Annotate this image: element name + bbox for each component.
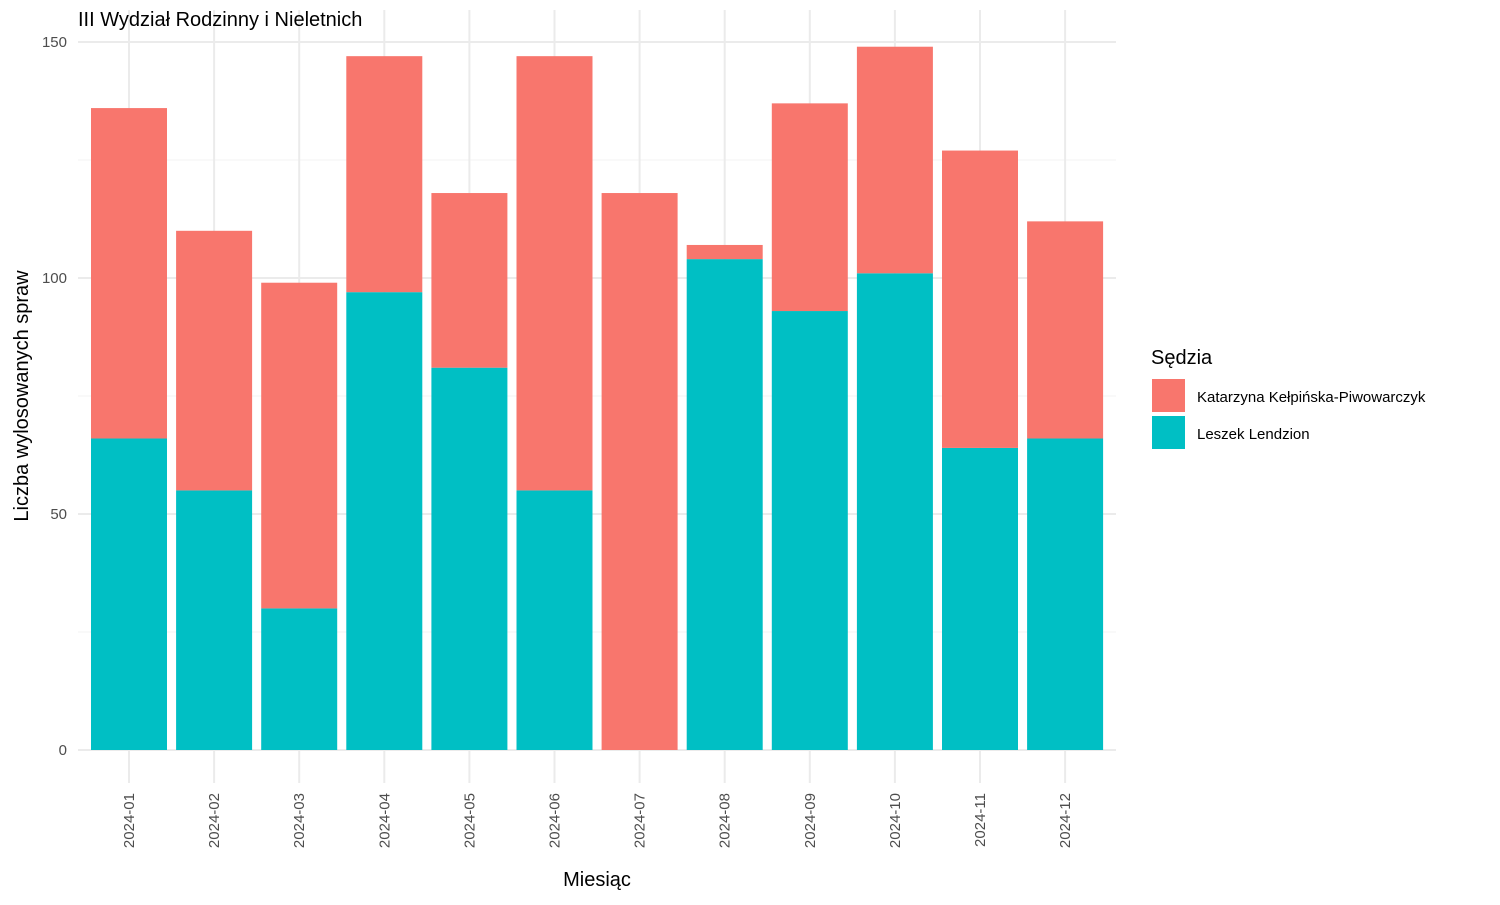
- bar-leszek-2024-06: [516, 490, 593, 750]
- legend-label-leszek: Leszek Lendzion: [1197, 426, 1310, 443]
- y-tick-label: 150: [42, 34, 67, 51]
- bar-leszek-2024-04: [346, 292, 423, 750]
- x-tick-label: 2024-06: [547, 793, 564, 848]
- legend-title: Sędzia: [1151, 347, 1213, 369]
- y-tick-label: 50: [50, 506, 67, 523]
- bar-katarzyna-2024-02: [176, 230, 253, 491]
- bar-leszek-2024-12: [1027, 438, 1104, 750]
- bar-katarzyna-2024-09: [771, 103, 848, 312]
- x-tick-label: 2024-11: [972, 793, 989, 847]
- x-tick-label: 2024-01: [121, 793, 138, 848]
- x-axis-ticks: 2024-01 2024-02 2024-03 2024-04 2024-05 2024-…: [121, 793, 1074, 848]
- bar-katarzyna-2024-05: [431, 193, 508, 368]
- bar-leszek-2024-05: [431, 367, 508, 750]
- x-tick-label: 2024-03: [291, 793, 308, 848]
- bar-katarzyna-2024-08: [686, 244, 763, 260]
- x-axis-title: Miesiąc: [563, 869, 631, 891]
- chart-title: III Wydział Rodzinny i Nieletnich: [78, 9, 362, 31]
- x-tick-label: 2024-07: [632, 793, 649, 848]
- x-tick-label: 2024-02: [206, 793, 223, 848]
- x-tick-label: 2024-04: [376, 793, 393, 848]
- y-tick-label: 100: [42, 270, 67, 287]
- bar-leszek-2024-11: [942, 447, 1018, 750]
- y-axis-title: Liczba wylosowanych spraw: [11, 270, 33, 522]
- bar-katarzyna-2024-10: [856, 46, 933, 274]
- legend: Sędzia Katarzyna Kełpińska-Piwowarczyk L…: [1151, 347, 1426, 449]
- bar-katarzyna-2024-06: [516, 56, 593, 491]
- bar-katarzyna-2024-03: [261, 282, 338, 609]
- y-axis-ticks: 0 50 100 150: [42, 34, 67, 759]
- legend-key-katarzyna: [1152, 379, 1185, 412]
- bar-leszek-2024-08: [686, 259, 763, 750]
- x-tick-label: 2024-10: [887, 793, 904, 848]
- legend-label-katarzyna: Katarzyna Kełpińska-Piwowarczyk: [1197, 389, 1426, 406]
- x-tick-label: 2024-05: [461, 793, 478, 848]
- y-tick-label: 0: [59, 742, 67, 759]
- x-tick-label: 2024-08: [717, 793, 734, 848]
- bar-leszek-2024-02: [176, 490, 253, 750]
- bar-leszek-2024-01: [91, 438, 167, 750]
- x-tick-label: 2024-12: [1057, 793, 1074, 848]
- legend-key-leszek: [1152, 416, 1185, 449]
- bar-katarzyna-2024-01: [91, 108, 167, 439]
- bars: [91, 46, 1104, 751]
- bar-leszek-2024-10: [856, 273, 933, 750]
- bar-katarzyna-2024-11: [942, 150, 1018, 448]
- bar-katarzyna-2024-12: [1027, 221, 1104, 439]
- bar-katarzyna-2024-07: [601, 193, 678, 751]
- bar-leszek-2024-09: [771, 311, 848, 750]
- x-tick-label: 2024-09: [802, 793, 819, 848]
- bar-leszek-2024-03: [261, 608, 338, 750]
- bar-katarzyna-2024-04: [346, 56, 423, 293]
